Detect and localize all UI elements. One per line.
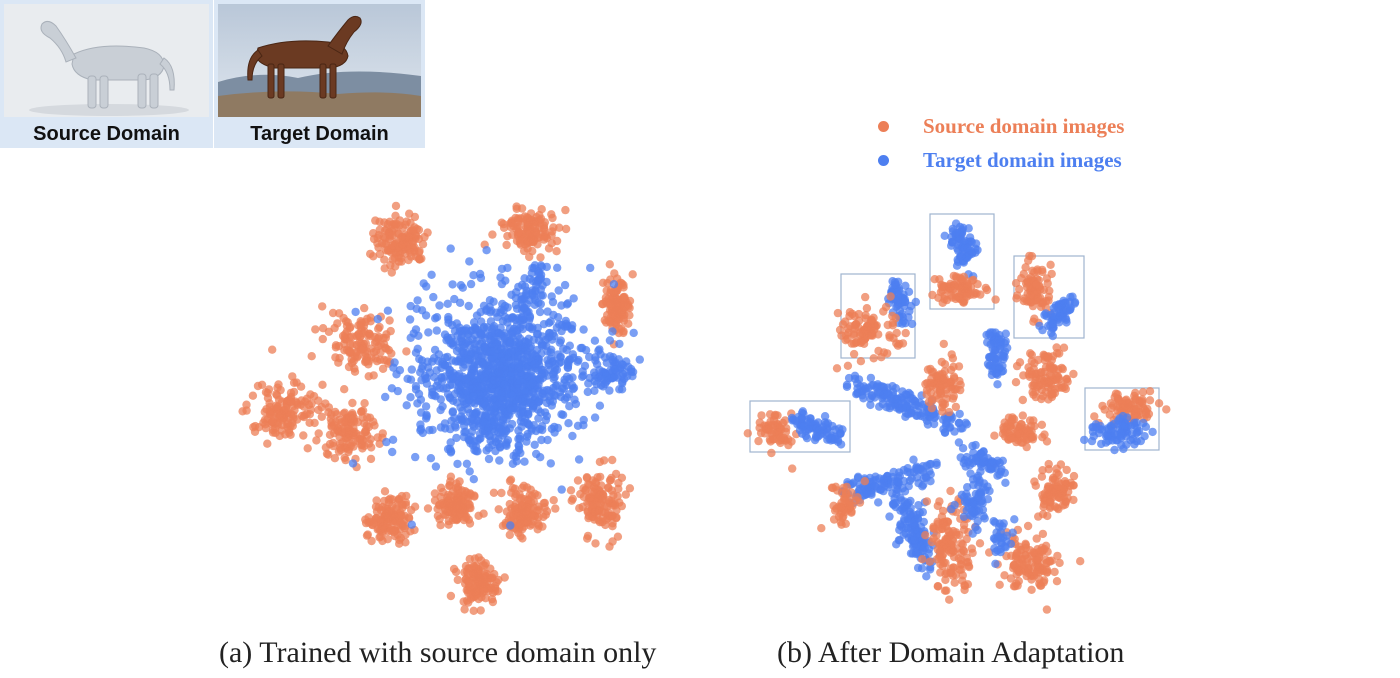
target-domain-label: Target Domain: [250, 123, 389, 145]
source-dot-icon: [878, 121, 889, 132]
legend-source-label: Source domain images: [923, 114, 1125, 138]
source-domain-label: Source Domain: [33, 123, 180, 145]
horse-photo-icon: [218, 4, 421, 117]
plot-b-after-adaptation: [743, 213, 1171, 614]
source-domain-card: Source Domain: [0, 0, 213, 148]
aligned-box-top: [929, 213, 995, 310]
legend-target-label: Target domain images: [923, 148, 1122, 172]
aligned-box-far-left: [749, 400, 851, 453]
caption-a: (a) Trained with source domain only: [219, 636, 657, 669]
target-domain-card: Target Domain: [214, 0, 425, 148]
horse-3d-model-icon: [4, 4, 209, 117]
plot-a-source-only: [238, 201, 644, 615]
target-dot-icon: [878, 155, 889, 166]
caption-b: (b) After Domain Adaptation: [777, 636, 1125, 669]
